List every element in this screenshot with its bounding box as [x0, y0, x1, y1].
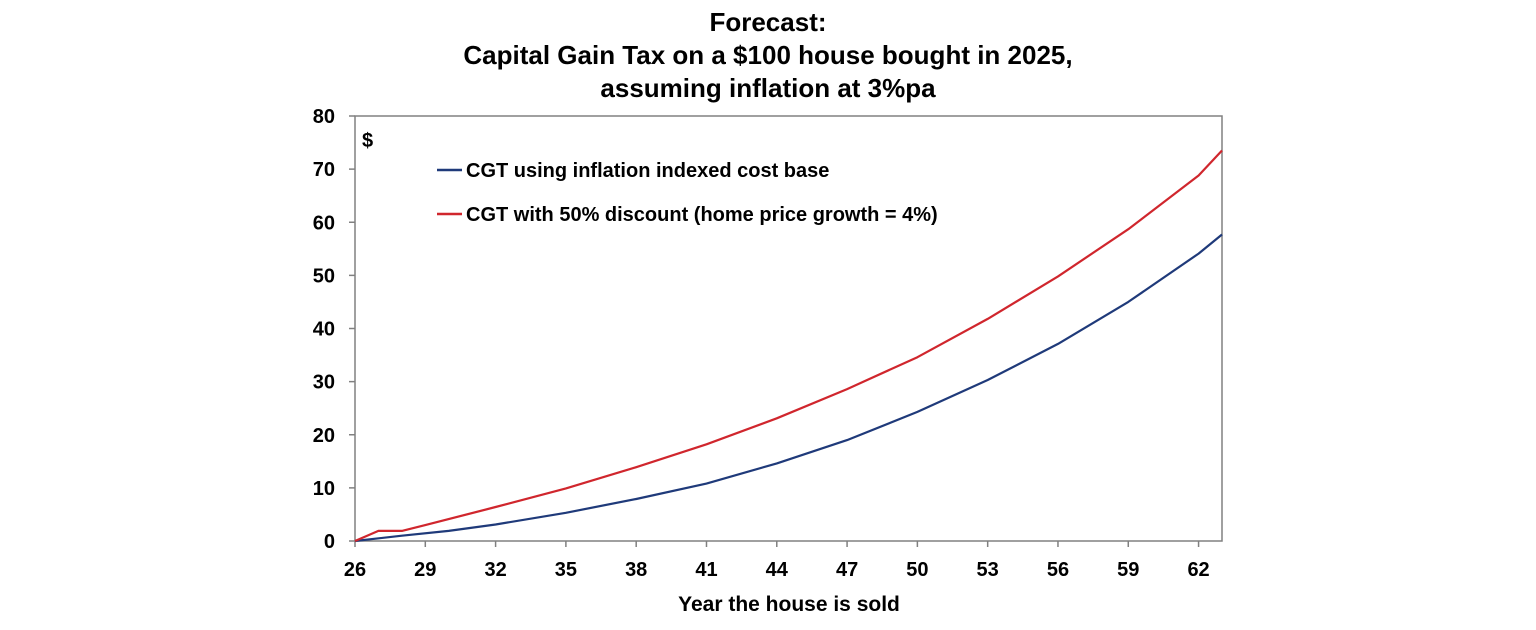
y-tick-label: 40 — [313, 319, 335, 341]
x-tick-label: 38 — [625, 559, 647, 581]
x-axis: 26 29 32 35 38 41 44 47 50 53 56 59 62 — [344, 541, 1210, 581]
x-tick-label: 53 — [977, 559, 999, 581]
x-tick-label: 29 — [414, 559, 436, 581]
chart-title-line-2: Capital Gain Tax on a $100 house bought … — [463, 40, 1073, 70]
x-tick-label: 50 — [906, 559, 928, 581]
y-tick-label: 0 — [324, 531, 335, 553]
x-tick-label: 56 — [1047, 559, 1069, 581]
chart-title-line-1: Forecast: — [709, 7, 827, 37]
x-tick-label: 41 — [695, 559, 717, 581]
legend-label-2: CGT with 50% discount (home price growth… — [466, 204, 938, 226]
y-axis-label: $ — [362, 130, 373, 152]
y-tick-label: 30 — [313, 372, 335, 394]
y-tick-label: 80 — [313, 106, 335, 128]
series-lines — [354, 149, 1223, 543]
y-axis: 0 10 20 30 40 50 60 70 80 — [313, 106, 355, 553]
y-tick-label: 10 — [313, 478, 335, 500]
series-line-2 — [354, 149, 1223, 543]
x-tick-label: 59 — [1117, 559, 1139, 581]
x-tick-label: 47 — [836, 559, 858, 581]
chart-title: Forecast: Capital Gain Tax on a $100 hou… — [0, 6, 1536, 105]
chart-title-line-3: assuming inflation at 3%pa — [600, 73, 936, 103]
x-axis-label: Year the house is sold — [678, 593, 900, 616]
y-tick-label: 70 — [313, 159, 335, 181]
y-tick-label: 60 — [313, 212, 335, 234]
x-tick-label: 44 — [766, 559, 789, 581]
x-tick-label: 32 — [484, 559, 506, 581]
series-line-1 — [354, 233, 1223, 543]
legend: CGT using inflation indexed cost base CGT… — [437, 160, 938, 226]
x-tick-label: 35 — [555, 559, 577, 581]
y-tick-label: 50 — [313, 265, 335, 287]
x-tick-label: 62 — [1187, 559, 1209, 581]
legend-label-1: CGT using inflation indexed cost base — [466, 160, 829, 182]
y-tick-label: 20 — [313, 425, 335, 447]
x-tick-label: 26 — [344, 559, 366, 581]
